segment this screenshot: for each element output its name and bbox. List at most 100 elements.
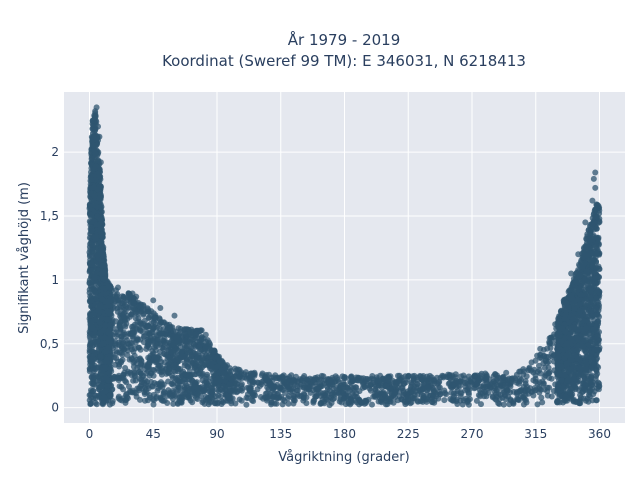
data-point: [123, 303, 130, 310]
data-point: [173, 334, 180, 341]
data-point: [100, 400, 106, 407]
data-point: [121, 314, 128, 321]
data-point: [260, 377, 267, 384]
data-point: [303, 400, 310, 407]
data-point: [332, 373, 339, 380]
data-point: [150, 401, 157, 408]
data-point: [472, 378, 478, 385]
data-point: [88, 394, 95, 401]
data-point: [145, 354, 152, 361]
data-point: [496, 379, 503, 386]
data-point: [244, 391, 251, 398]
data-point: [400, 389, 407, 396]
data-point: [88, 241, 95, 248]
data-point: [150, 310, 157, 317]
data-point: [353, 374, 360, 381]
data-point: [299, 378, 305, 385]
data-point: [594, 333, 601, 340]
data-point: [534, 352, 541, 359]
data-point: [558, 377, 565, 383]
data-point: [591, 388, 598, 395]
data-point: [583, 369, 589, 376]
data-point: [285, 400, 292, 407]
data-point: [211, 349, 218, 355]
data-point: [117, 304, 124, 311]
data-point: [540, 353, 547, 359]
data-point: [369, 401, 375, 408]
data-point: [593, 397, 600, 404]
data-point: [130, 331, 137, 338]
data-point: [458, 373, 464, 380]
data-point: [183, 343, 190, 350]
data-point: [290, 395, 297, 402]
data-point: [199, 355, 206, 362]
data-point: [156, 325, 163, 332]
data-point: [181, 331, 188, 338]
data-point: [291, 379, 298, 386]
data-point: [152, 347, 159, 354]
data-point: [101, 358, 108, 365]
data-point: [480, 383, 487, 390]
data-point: [126, 383, 132, 390]
data-point: [464, 399, 471, 406]
data-point: [193, 361, 200, 368]
data-point: [140, 306, 147, 313]
data-point: [116, 321, 123, 328]
data-point: [261, 394, 268, 401]
data-point: [90, 387, 97, 394]
data-point: [575, 296, 582, 303]
data-point: [144, 329, 151, 336]
data-point: [164, 400, 171, 406]
data-point: [496, 374, 502, 381]
data-point: [97, 169, 103, 175]
data-point: [556, 399, 563, 406]
data-point: [99, 243, 106, 250]
data-point: [100, 327, 107, 334]
data-point: [348, 397, 354, 404]
data-point: [160, 345, 167, 352]
data-point: [312, 393, 319, 400]
data-point: [294, 391, 301, 398]
data-point: [433, 391, 440, 398]
data-point: [500, 373, 507, 380]
data-point: [238, 382, 245, 389]
data-point: [589, 260, 596, 267]
data-point: [390, 399, 397, 406]
data-point: [417, 373, 424, 380]
data-point: [488, 380, 495, 387]
data-point: [593, 372, 600, 379]
data-point: [132, 390, 139, 397]
data-point: [548, 375, 555, 382]
data-point: [593, 250, 600, 257]
data-point: [93, 401, 100, 408]
data-point: [193, 356, 200, 362]
data-point: [160, 319, 167, 326]
data-point: [87, 336, 94, 343]
data-point: [165, 370, 172, 377]
data-point: [238, 397, 245, 404]
data-point: [578, 291, 584, 298]
data-point: [135, 310, 142, 317]
data-point: [434, 374, 440, 381]
data-point: [364, 382, 371, 389]
data-point: [314, 385, 321, 392]
data-point: [536, 362, 542, 369]
data-point: [145, 308, 152, 315]
data-point: [140, 302, 147, 308]
data-point: [175, 378, 182, 385]
data-point: [532, 387, 539, 393]
data-point: [243, 375, 250, 382]
data-point: [103, 316, 110, 323]
data-point: [290, 400, 297, 407]
data-point: [268, 401, 275, 408]
data-point: [151, 367, 158, 374]
data-point: [445, 371, 452, 378]
data-point: [137, 364, 143, 370]
data-point: [593, 242, 600, 249]
data-point: [269, 387, 276, 394]
data-point: [373, 383, 380, 390]
data-point: [588, 381, 595, 388]
data-point: [594, 214, 601, 221]
data-point: [442, 390, 448, 396]
